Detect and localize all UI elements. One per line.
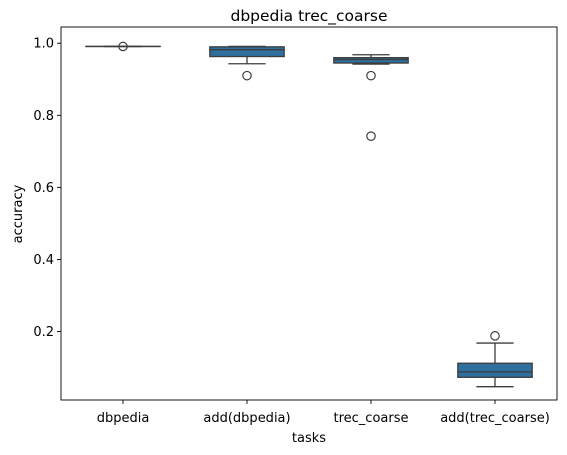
outlier-point (242, 70, 252, 81)
box-group (85, 41, 161, 52)
box-series (85, 41, 533, 388)
outlier-point (118, 41, 128, 52)
box-group (457, 331, 533, 388)
x-tick-label: add(dbpedia) (203, 411, 290, 426)
y-axis-ticks: 0.2 0.4 0.6 0.8 1.0 (33, 37, 61, 340)
x-axis-label: tasks (292, 431, 326, 446)
y-tick-label: 0.4 (33, 253, 54, 268)
x-tick-label: trec_coarse (334, 411, 409, 426)
y-tick-label: 0.8 (33, 109, 54, 124)
x-axis-ticks: dbpedia add(dbpedia) trec_coarse add(trec_c… (97, 400, 550, 426)
outlier-point (366, 131, 376, 141)
x-tick-label: add(trec_coarse) (440, 411, 550, 426)
y-tick-label: 0.6 (33, 181, 54, 196)
y-tick-label: 1.0 (33, 37, 54, 52)
box-group (333, 54, 409, 141)
chart-title: dbpedia trec_coarse (230, 7, 387, 26)
y-axis-label: accuracy (11, 184, 26, 243)
y-tick-label: 0.2 (33, 325, 54, 340)
box-iqr (333, 56, 409, 64)
x-tick-label: dbpedia (97, 411, 150, 426)
box-iqr (209, 46, 285, 58)
box-group (209, 45, 285, 81)
outlier-point (366, 70, 376, 81)
outlier-point (490, 331, 500, 341)
box-iqr (457, 362, 533, 378)
plot-area (60, 26, 558, 401)
